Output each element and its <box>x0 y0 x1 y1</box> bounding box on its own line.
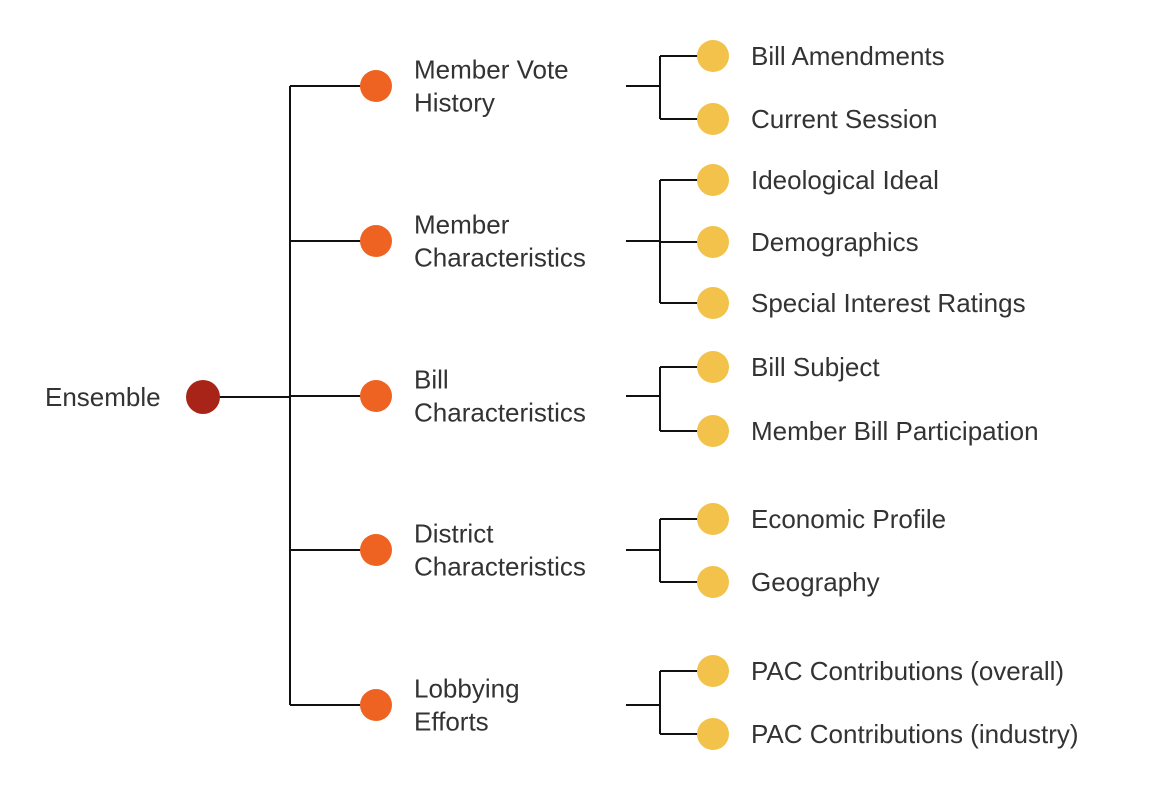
leaf-label: Ideological Ideal <box>751 165 939 195</box>
branch-label-line: Efforts <box>414 707 489 737</box>
branch-label-line: Characteristics <box>414 552 586 582</box>
leaf-node <box>697 103 729 135</box>
leaf-label: Bill Subject <box>751 352 880 382</box>
branch-node-5 <box>360 689 392 721</box>
branch-label-2: Member Characteristics <box>414 210 586 273</box>
branch-label-line: Bill <box>414 365 449 395</box>
root-label: Ensemble <box>45 382 161 412</box>
leaf-node <box>697 718 729 750</box>
leaf-label: PAC Contributions (overall) <box>751 656 1064 686</box>
branch-label-line: District <box>414 519 494 549</box>
labels-group: Ensemble Member Vote History Bill Amendment… <box>45 41 1079 749</box>
branch-label-line: Lobbying <box>414 674 520 704</box>
leaf-label: Geography <box>751 567 880 597</box>
leaf-node <box>697 164 729 196</box>
branch-label-line: Characteristics <box>414 398 586 428</box>
leaf-label: Special Interest Ratings <box>751 288 1026 318</box>
edges-group <box>203 55 712 735</box>
leaf-label: Economic Profile <box>751 504 946 534</box>
branch-node-4 <box>360 534 392 566</box>
leaf-label: PAC Contributions (industry) <box>751 719 1079 749</box>
branch-label-line: Member <box>414 210 510 240</box>
leaf-node <box>697 40 729 72</box>
leaf-node <box>697 566 729 598</box>
branch-label-5: Lobbying Efforts <box>414 674 520 737</box>
branch-node-2 <box>360 225 392 257</box>
branch-label-1: Member Vote History <box>414 55 569 118</box>
branch-label-line: History <box>414 88 495 118</box>
leaf-node <box>697 415 729 447</box>
branch-label-3: Bill Characteristics <box>414 365 586 428</box>
leaf-node <box>697 351 729 383</box>
leaf-node <box>697 655 729 687</box>
branch-label-line: Member Vote <box>414 55 569 85</box>
leaf-label: Member Bill Participation <box>751 416 1039 446</box>
leaf-label: Demographics <box>751 227 919 257</box>
branch-label-4: District Characteristics <box>414 519 586 582</box>
leaf-node <box>697 503 729 535</box>
branch-label-line: Characteristics <box>414 243 586 273</box>
leaf-label: Bill Amendments <box>751 41 945 71</box>
root-node <box>186 380 220 414</box>
leaf-node <box>697 226 729 258</box>
leaf-node <box>697 287 729 319</box>
nodes-group <box>186 40 729 750</box>
branch-node-1 <box>360 70 392 102</box>
leaf-label: Current Session <box>751 104 937 134</box>
branch-node-3 <box>360 380 392 412</box>
